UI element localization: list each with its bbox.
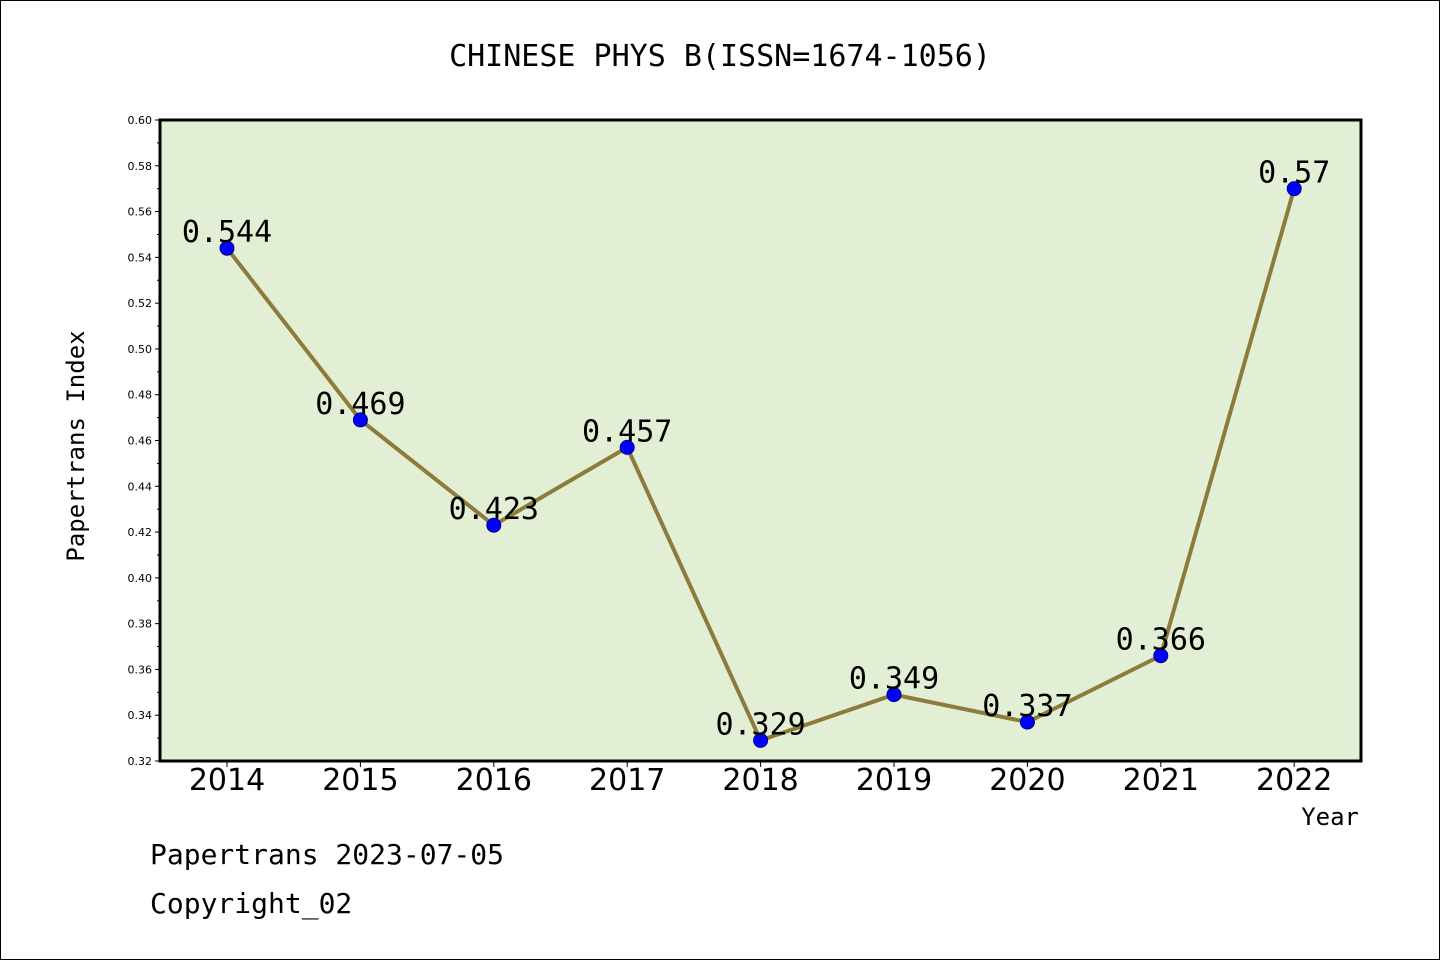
- y-tick-label: 0.52: [128, 297, 153, 310]
- x-axis-label: Year: [1301, 803, 1359, 831]
- footer-date: Papertrans 2023-07-05: [150, 838, 504, 871]
- data-label: 0.469: [315, 387, 405, 422]
- x-tick-label: 2018: [722, 763, 798, 798]
- plot-area: [158, 118, 1363, 763]
- y-tick-label: 0.56: [128, 206, 153, 219]
- y-tick-label: 0.40: [128, 572, 153, 585]
- y-tick-label: 0.48: [128, 389, 153, 402]
- y-tick-label: 0.34: [128, 709, 153, 722]
- x-tick-label: 2017: [589, 763, 665, 798]
- y-axis-label: Papertrans Index: [62, 330, 90, 561]
- data-label: 0.57: [1258, 156, 1330, 191]
- y-tick-label: 0.36: [128, 663, 153, 676]
- data-point: [486, 517, 502, 533]
- chart-title: CHINESE PHYS B(ISSN=1674-1056): [449, 39, 991, 74]
- x-tick-label: 2019: [856, 763, 932, 798]
- data-label: 0.423: [449, 492, 539, 527]
- data-point: [352, 412, 368, 428]
- x-tick-label: 2015: [322, 763, 398, 798]
- data-labels: 0.544 0.469 0.423 0.457 0.329 0.349 0.337 0.366…: [182, 156, 1330, 743]
- x-tick-label: 2022: [1256, 763, 1332, 798]
- footer-copyright: Copyright_02: [150, 887, 352, 921]
- data-point: [219, 240, 235, 256]
- x-tick-label: 2021: [1123, 763, 1199, 798]
- y-tick-label: 0.50: [128, 343, 153, 356]
- data-point: [753, 732, 769, 748]
- y-tick-label: 0.38: [128, 618, 153, 631]
- data-label: 0.349: [849, 662, 939, 697]
- x-tick-label: 2016: [456, 763, 532, 798]
- x-tick-label: 2014: [189, 763, 265, 798]
- y-axis: 0.32 0.34 0.36 0.38 0.40 0.42 0.44 0.46 0.48 0.50…: [128, 114, 160, 768]
- data-point: [886, 687, 902, 703]
- x-axis: 2014 2015 2016 2017 2018 2019 2020 2021 2022: [189, 761, 1332, 798]
- data-label: 0.457: [582, 414, 672, 449]
- data-label: 0.329: [715, 707, 805, 742]
- y-tick-label: 0.54: [128, 251, 153, 264]
- data-point: [1019, 714, 1035, 730]
- x-tick-label: 2020: [989, 763, 1065, 798]
- series: [219, 181, 1302, 748]
- y-tick-label: 0.32: [128, 755, 153, 768]
- data-point: [619, 439, 635, 455]
- y-tick-label: 0.46: [128, 435, 153, 448]
- data-label: 0.544: [182, 215, 272, 250]
- data-label: 0.366: [1116, 623, 1206, 658]
- data-point: [1153, 648, 1169, 664]
- y-tick-label: 0.44: [128, 480, 153, 493]
- y-tick-label: 0.58: [128, 160, 153, 173]
- y-tick-label: 0.42: [128, 526, 153, 539]
- data-label: 0.337: [982, 689, 1072, 724]
- data-point: [1286, 181, 1302, 197]
- y-tick-label: 0.60: [128, 114, 153, 127]
